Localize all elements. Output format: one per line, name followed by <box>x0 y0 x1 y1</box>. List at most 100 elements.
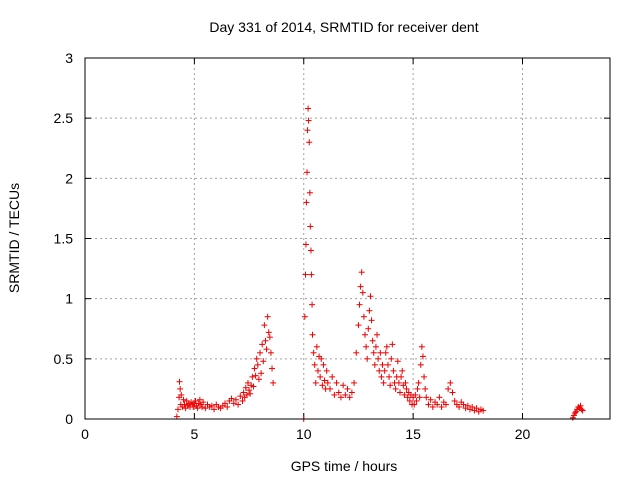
data-point <box>375 355 382 362</box>
data-point <box>464 402 471 409</box>
data-point <box>412 391 419 398</box>
data-point <box>255 376 262 383</box>
data-point <box>302 271 309 278</box>
data-point <box>308 271 315 278</box>
y-axis-label: SRMTID / TECUs <box>6 183 22 293</box>
data-point <box>247 390 254 397</box>
data-point <box>419 353 426 360</box>
data-point <box>237 393 244 400</box>
data-point <box>342 391 349 398</box>
data-point <box>239 397 246 404</box>
data-point <box>387 382 394 389</box>
data-point <box>222 400 228 407</box>
data-point <box>192 397 199 404</box>
data-point <box>372 343 379 350</box>
data-point <box>374 331 381 338</box>
data-point <box>305 117 312 124</box>
data-point <box>250 383 257 390</box>
data-point <box>351 379 358 386</box>
data-point <box>318 355 325 362</box>
data-point <box>384 361 391 368</box>
data-point <box>366 307 373 314</box>
data-point <box>376 367 383 374</box>
x-tick-label: 10 <box>296 426 312 442</box>
x-tick-label: 15 <box>405 426 421 442</box>
data-point <box>306 139 313 146</box>
data-point <box>312 379 319 386</box>
data-point <box>200 399 207 406</box>
y-tick-label: 3 <box>65 50 73 66</box>
y-tick-label: 1.5 <box>54 231 74 247</box>
plot-frame <box>84 57 611 420</box>
x-tick-label: 0 <box>81 426 89 442</box>
data-point <box>335 389 342 396</box>
data-point <box>401 391 408 398</box>
data-point <box>364 355 371 362</box>
data-point <box>370 349 377 356</box>
data-point <box>358 269 365 276</box>
data-point <box>199 403 206 410</box>
data-point <box>262 337 269 344</box>
data-point <box>260 358 267 365</box>
data-point <box>367 293 374 300</box>
data-point <box>473 405 480 412</box>
data-point <box>357 283 364 290</box>
data-point <box>265 329 272 336</box>
data-point <box>309 301 316 308</box>
data-point <box>202 405 209 412</box>
data-point <box>382 349 389 356</box>
data-point <box>415 379 422 386</box>
data-point <box>230 400 237 407</box>
data-point <box>403 385 410 392</box>
data-point <box>460 401 467 408</box>
data-point <box>418 343 425 350</box>
data-point <box>389 341 396 348</box>
data-point <box>572 409 578 416</box>
data-point <box>411 401 418 408</box>
y-tick-label: 0.5 <box>54 351 74 367</box>
data-point <box>445 385 452 392</box>
data-point <box>344 385 351 392</box>
data-point <box>252 372 259 379</box>
data-point <box>414 385 421 392</box>
data-point <box>232 396 239 403</box>
data-point <box>307 247 314 254</box>
y-tick-labels: 0 0.5 1 1.5 2 2.5 3 <box>54 50 74 427</box>
data-point <box>177 385 184 392</box>
data-point <box>190 403 197 410</box>
data-point <box>390 367 397 374</box>
data-point <box>442 401 449 408</box>
data-point <box>434 401 441 408</box>
data-point <box>480 407 487 414</box>
data-point <box>254 361 261 368</box>
data-point <box>353 349 360 356</box>
data-point <box>378 373 385 380</box>
data-point <box>317 373 324 380</box>
data-point <box>246 387 253 394</box>
data-point <box>363 343 370 350</box>
data-point <box>196 396 203 403</box>
data-point <box>425 401 432 408</box>
y-tick-label: 0 <box>65 411 73 427</box>
data-point <box>208 402 215 409</box>
data-point <box>270 379 277 386</box>
data-point <box>392 385 399 392</box>
data-point <box>261 322 268 329</box>
y-tick-label: 2.5 <box>54 110 74 126</box>
data-point <box>304 127 311 134</box>
data-point <box>180 396 187 403</box>
x-tick-label: 5 <box>190 426 198 442</box>
data-point <box>451 397 458 404</box>
data-point <box>264 313 271 320</box>
data-point <box>397 389 403 396</box>
data-point <box>174 406 181 413</box>
data-point <box>249 373 256 380</box>
data-point <box>321 377 328 384</box>
data-point <box>423 394 430 401</box>
data-point <box>176 378 183 385</box>
chart-title: Day 331 of 2014, SRMTID for receiver den… <box>209 19 478 35</box>
data-point <box>348 389 355 396</box>
data-point <box>306 189 313 196</box>
data-point <box>422 385 429 392</box>
data-point <box>309 331 316 338</box>
